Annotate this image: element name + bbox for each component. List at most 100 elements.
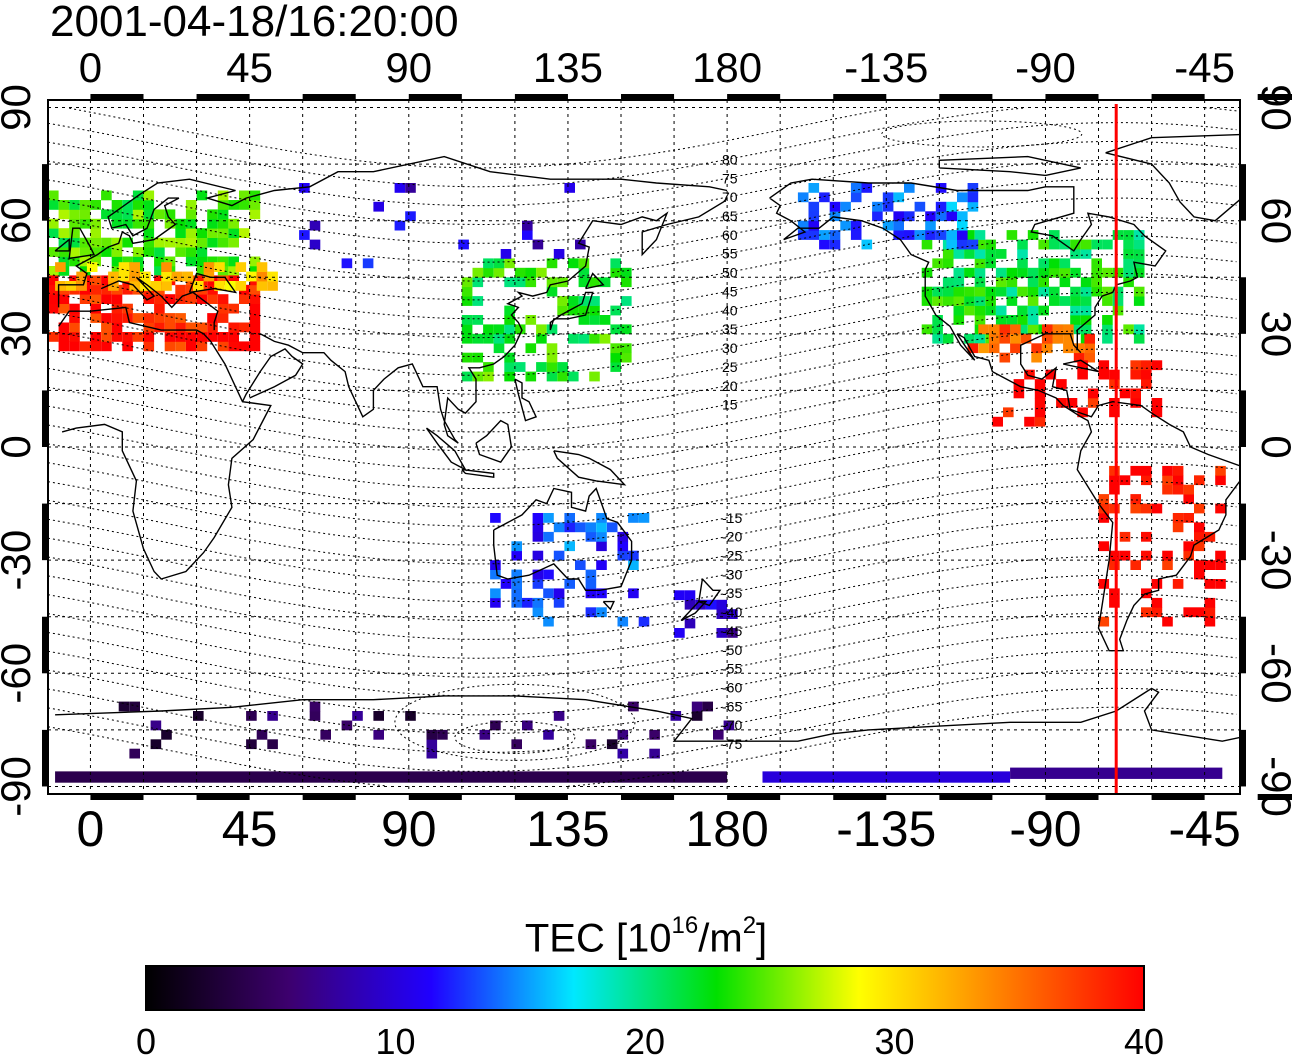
tec-cell [797,192,809,203]
frame-bar [621,794,675,800]
tec-cell [850,183,862,193]
tec-cell [185,247,197,257]
tec-cell [525,277,537,288]
tec-cell [1063,324,1074,335]
tec-cell [214,262,225,272]
tec-cell [217,332,229,342]
tec-cell [942,277,954,288]
tec-cell [713,729,724,740]
maglat-label: 80 [722,151,738,167]
tec-cell [978,343,989,354]
tec-cell [596,513,607,523]
tec-cell [617,616,629,627]
tec-cell [228,303,239,314]
magnetic-pole-south-inner [454,720,576,754]
tec-cell [161,729,172,740]
tec-cell [196,190,208,201]
tec-cell [1109,503,1120,514]
frame-bar [1045,794,1099,800]
tec-cell [532,579,544,589]
tec-cell [185,218,197,229]
tec-cell [557,371,568,382]
tec-cell [111,332,123,342]
tec-cell [850,220,862,231]
maglat-label: -60 [722,679,742,695]
lon-tick-label: 0 [79,44,102,91]
tec-cell [239,228,250,238]
tec-cell [585,531,597,542]
graticule [48,100,1240,794]
tec-cell [1109,475,1120,486]
tec-cell [995,277,1007,288]
tec-cell [638,616,650,627]
tec-cell [617,541,629,552]
tec-cell [129,262,140,272]
tec-cell [543,588,554,599]
tec-cell [207,332,218,342]
tec-cell [1194,475,1205,486]
tec-cell [1091,286,1102,297]
tec-cell [995,286,1007,297]
tec-cell [246,271,257,282]
tec-cell [621,324,632,335]
tec-cell [967,192,979,203]
tec-cell [1204,531,1216,542]
tec-cell [1091,239,1102,250]
tec-cell [239,294,250,304]
tec-cell [504,362,515,372]
tec-cell [58,294,70,304]
tec-cell [967,239,979,250]
tec-cell [716,599,728,610]
tec-cell [154,247,165,257]
tec-cell [829,211,841,222]
tec-cell [1141,550,1152,561]
tec-cell [196,256,208,267]
tec-cell [154,303,165,314]
frame-bar [1240,390,1246,447]
magnetic-pole-south-outer [394,683,636,761]
tec-cell [1172,484,1184,495]
tec-cell [1183,550,1194,561]
tec-cell [217,275,229,286]
colorbar-tick-label: 40 [1124,1021,1164,1057]
tec-cell [543,616,554,627]
tec-cell [309,220,321,231]
tec-cell [1109,398,1120,408]
frame-bar [1240,503,1246,561]
tec-cell [564,183,575,193]
tec-cell [995,249,1007,259]
tec-cell [1010,333,1021,344]
tec-cell [48,294,59,304]
frame-bar [302,94,356,100]
tec-cell [1010,324,1021,335]
tec-cell [1194,531,1205,542]
tec-cell [1070,286,1081,297]
tec-cell [1133,324,1145,335]
tec-cell [143,313,155,323]
tec-cell [217,200,229,210]
tec-cell [79,218,91,229]
tec-cell [1151,503,1163,514]
tec-cell [472,333,484,344]
tec-cell [670,711,682,721]
tec-cell [101,237,112,248]
tec-cell [48,190,59,201]
frame-bar [727,94,781,100]
tec-cell [472,315,484,325]
tec-cell [79,237,91,248]
tec-cell [207,228,218,238]
tec-cell [90,218,101,229]
tec-cell [988,333,1000,344]
tec-cell [532,522,544,533]
tec-cell [1041,343,1053,354]
tec-cell [161,281,172,291]
tec-cell [705,599,717,610]
tec-cell [1098,541,1110,552]
tec-cell [185,209,197,220]
tec-cell [1133,230,1145,240]
lat-tick-label: 30 [0,310,39,357]
maglat-contour [48,216,1237,301]
tec-cell [957,192,968,203]
tec-cell [249,303,261,314]
tec-cell [1102,239,1113,250]
